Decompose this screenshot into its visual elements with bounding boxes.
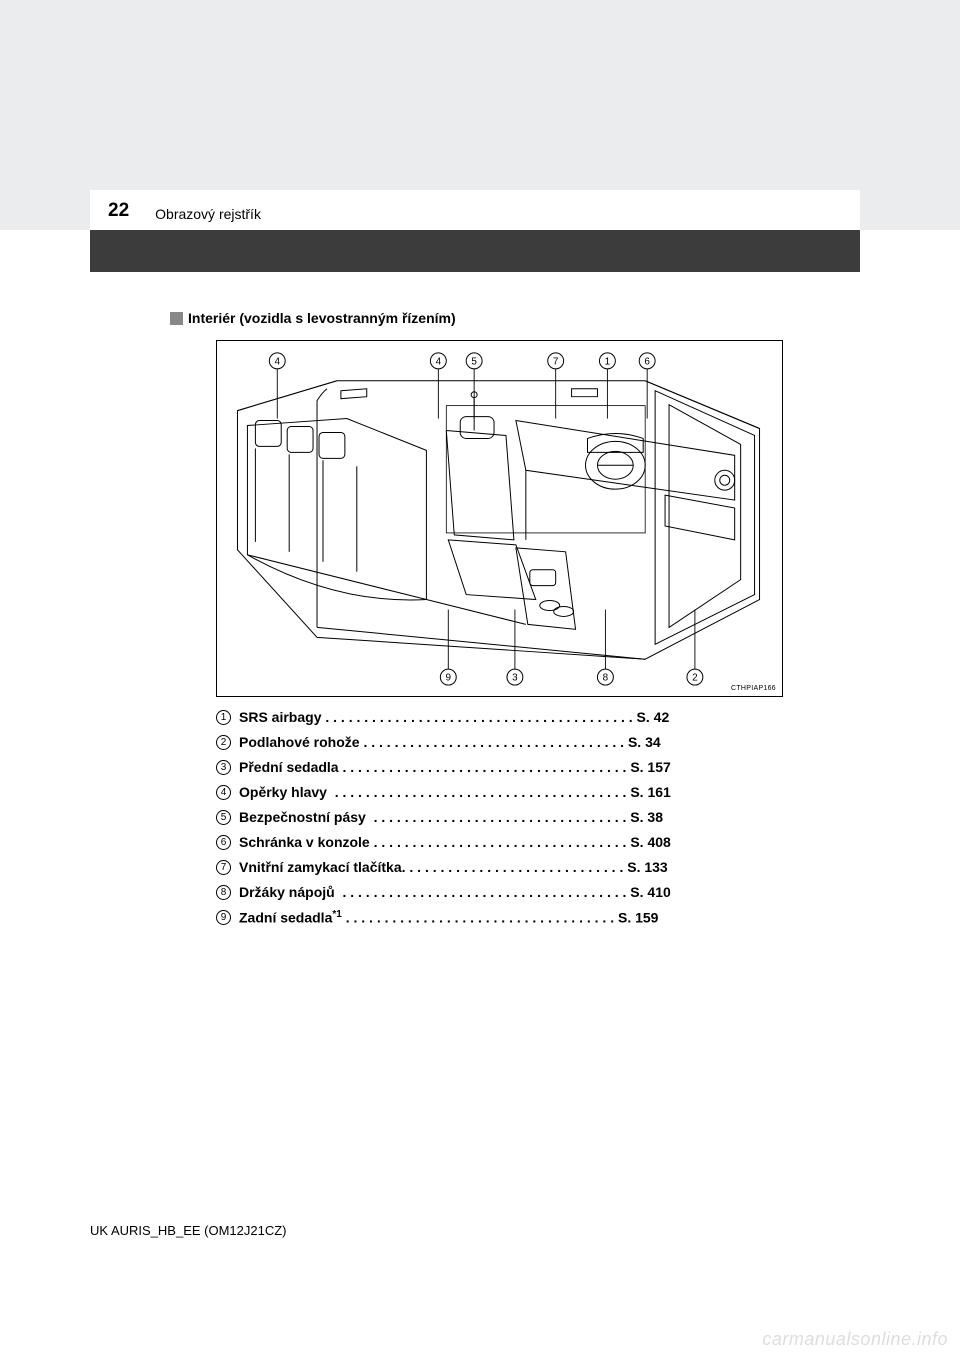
list-text: Podlahové rohože . . . . . . . . . . . .… bbox=[239, 734, 661, 750]
list-row: 1 SRS airbagy . . . . . . . . . . . . . .… bbox=[216, 709, 830, 725]
list-row: 9 Zadní sedadla*1 . . . . . . . . . . . .… bbox=[216, 909, 830, 926]
list-row: 3 Přední sedadla . . . . . . . . . . . . … bbox=[216, 759, 830, 775]
svg-text:4: 4 bbox=[274, 356, 280, 367]
list-row: 6 Schránka v konzole . . . . . . . . . . … bbox=[216, 834, 830, 850]
list-number-circle: 4 bbox=[216, 785, 231, 800]
list-text: Opěrky hlavy . . . . . . . . . . . . . .… bbox=[239, 784, 671, 800]
svg-text:2: 2 bbox=[692, 673, 698, 684]
svg-text:6: 6 bbox=[644, 356, 650, 367]
list-number-circle: 5 bbox=[216, 810, 231, 825]
subtitle: Interiér (vozidla s levostranným řízením… bbox=[188, 310, 456, 326]
interior-diagram: 4 4 5 7 1 6 9 3 8 2 CTHPIAP166 bbox=[216, 340, 783, 697]
list-text: Vnitřní zamykací tlačítka. . . . . . . .… bbox=[239, 859, 668, 875]
interior-diagram-svg: 4 4 5 7 1 6 9 3 8 2 bbox=[217, 341, 782, 696]
diagram-code: CTHPIAP166 bbox=[731, 685, 776, 692]
header-top-row: 22 Obrazový rejstřík bbox=[90, 190, 860, 230]
svg-text:8: 8 bbox=[603, 673, 609, 684]
list-number-circle: 8 bbox=[216, 885, 231, 900]
subtitle-marker bbox=[170, 312, 183, 325]
list-text: SRS airbagy . . . . . . . . . . . . . . … bbox=[239, 709, 669, 725]
svg-text:9: 9 bbox=[446, 673, 452, 684]
header-bar: 22 Obrazový rejstřík bbox=[90, 190, 860, 272]
footer-doc: UK AURIS_HB_EE (OM12J21CZ) bbox=[90, 1223, 287, 1238]
svg-text:3: 3 bbox=[512, 673, 518, 684]
svg-text:7: 7 bbox=[553, 356, 559, 367]
list-row: 7 Vnitřní zamykací tlačítka. . . . . . . … bbox=[216, 859, 830, 875]
list-number-circle: 1 bbox=[216, 710, 231, 725]
list-number-circle: 6 bbox=[216, 835, 231, 850]
entry-list: 1 SRS airbagy . . . . . . . . . . . . . .… bbox=[216, 709, 830, 926]
content: Interiér (vozidla s levostranným řízením… bbox=[170, 310, 830, 935]
list-number-circle: 7 bbox=[216, 860, 231, 875]
subtitle-row: Interiér (vozidla s levostranným řízením… bbox=[170, 310, 830, 326]
svg-text:4: 4 bbox=[436, 356, 442, 367]
list-row: 8 Držáky nápojů . . . . . . . . . . . . .… bbox=[216, 884, 830, 900]
watermark: carmanualsonline.info bbox=[762, 1329, 948, 1350]
list-text: Přední sedadla . . . . . . . . . . . . .… bbox=[239, 759, 671, 775]
svg-text:1: 1 bbox=[605, 356, 611, 367]
list-text: Držáky nápojů . . . . . . . . . . . . . … bbox=[239, 884, 671, 900]
list-row: 2 Podlahové rohože . . . . . . . . . . . … bbox=[216, 734, 830, 750]
list-text: Schránka v konzole . . . . . . . . . . .… bbox=[239, 834, 671, 850]
page-number: 22 bbox=[90, 200, 155, 222]
list-text: Zadní sedadla*1 . . . . . . . . . . . . … bbox=[239, 909, 658, 926]
list-text: Bezpečnostní pásy . . . . . . . . . . . … bbox=[239, 809, 663, 825]
list-row: 5 Bezpečnostní pásy . . . . . . . . . . .… bbox=[216, 809, 830, 825]
list-number-circle: 9 bbox=[216, 910, 231, 925]
list-number-circle: 3 bbox=[216, 760, 231, 775]
section-name: Obrazový rejstřík bbox=[155, 206, 261, 222]
svg-text:5: 5 bbox=[471, 356, 477, 367]
list-number-circle: 2 bbox=[216, 735, 231, 750]
list-row: 4 Opěrky hlavy . . . . . . . . . . . . . … bbox=[216, 784, 830, 800]
